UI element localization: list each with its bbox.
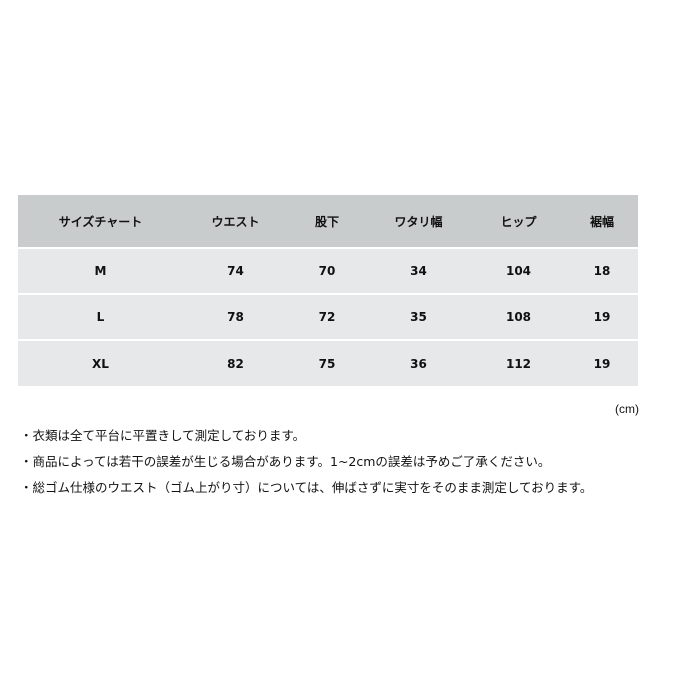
cell: 34 [410, 264, 427, 278]
cell: 70 [318, 264, 336, 278]
header-thigh: ワタリ幅 [394, 214, 443, 229]
table-row: XL 82 75 36 112 19 [18, 340, 638, 386]
note-item: ・総ゴム仕様のウエスト（ゴム上がり寸）については、伸ばさずに実寸をそのまま測定し… [20, 480, 593, 495]
cell: 19 [593, 356, 611, 371]
size-chart-table: サイズチャート ウエスト 股下 ワタリ幅 ヒップ 裾幅 M 74 70 34 1… [18, 195, 638, 386]
header-inseam: 股下 [314, 214, 339, 229]
table-header-row: サイズチャート ウエスト 股下 ワタリ幅 ヒップ 裾幅 [18, 195, 638, 248]
cell: 82 [227, 356, 244, 371]
note-item: ・商品によっては若干の誤差が生じる場合があります。1~2cmの誤差は予めご了承く… [20, 454, 551, 469]
cell: M [94, 264, 107, 278]
cell: 36 [410, 356, 427, 371]
cell: XL [92, 356, 109, 371]
cell: 75 [318, 356, 336, 371]
note-item: ・衣類は全て平台に平置きして測定しております。 [20, 428, 306, 443]
cell: 108 [505, 310, 532, 324]
unit-label: (cm) [615, 402, 639, 416]
cell: 19 [593, 310, 611, 324]
cell: 104 [505, 264, 532, 278]
header-hip: ヒップ [500, 214, 537, 229]
cell: 78 [227, 310, 244, 324]
header-size: サイズチャート [58, 214, 143, 229]
header-hem: 裾幅 [589, 214, 614, 229]
notes-list: ・衣類は全て平台に平置きして測定しております。 ・商品によっては若干の誤差が生じ… [20, 426, 592, 504]
table-row: M 74 70 34 104 18 [18, 248, 638, 294]
cell: 35 [410, 310, 427, 324]
cell: 112 [505, 356, 532, 371]
cell: 18 [593, 264, 611, 278]
cell: 72 [318, 310, 336, 324]
cell: 74 [227, 264, 244, 278]
table-row: L 78 72 35 108 19 [18, 294, 638, 340]
header-waist: ウエスト [211, 214, 260, 229]
cell: L [96, 310, 105, 324]
